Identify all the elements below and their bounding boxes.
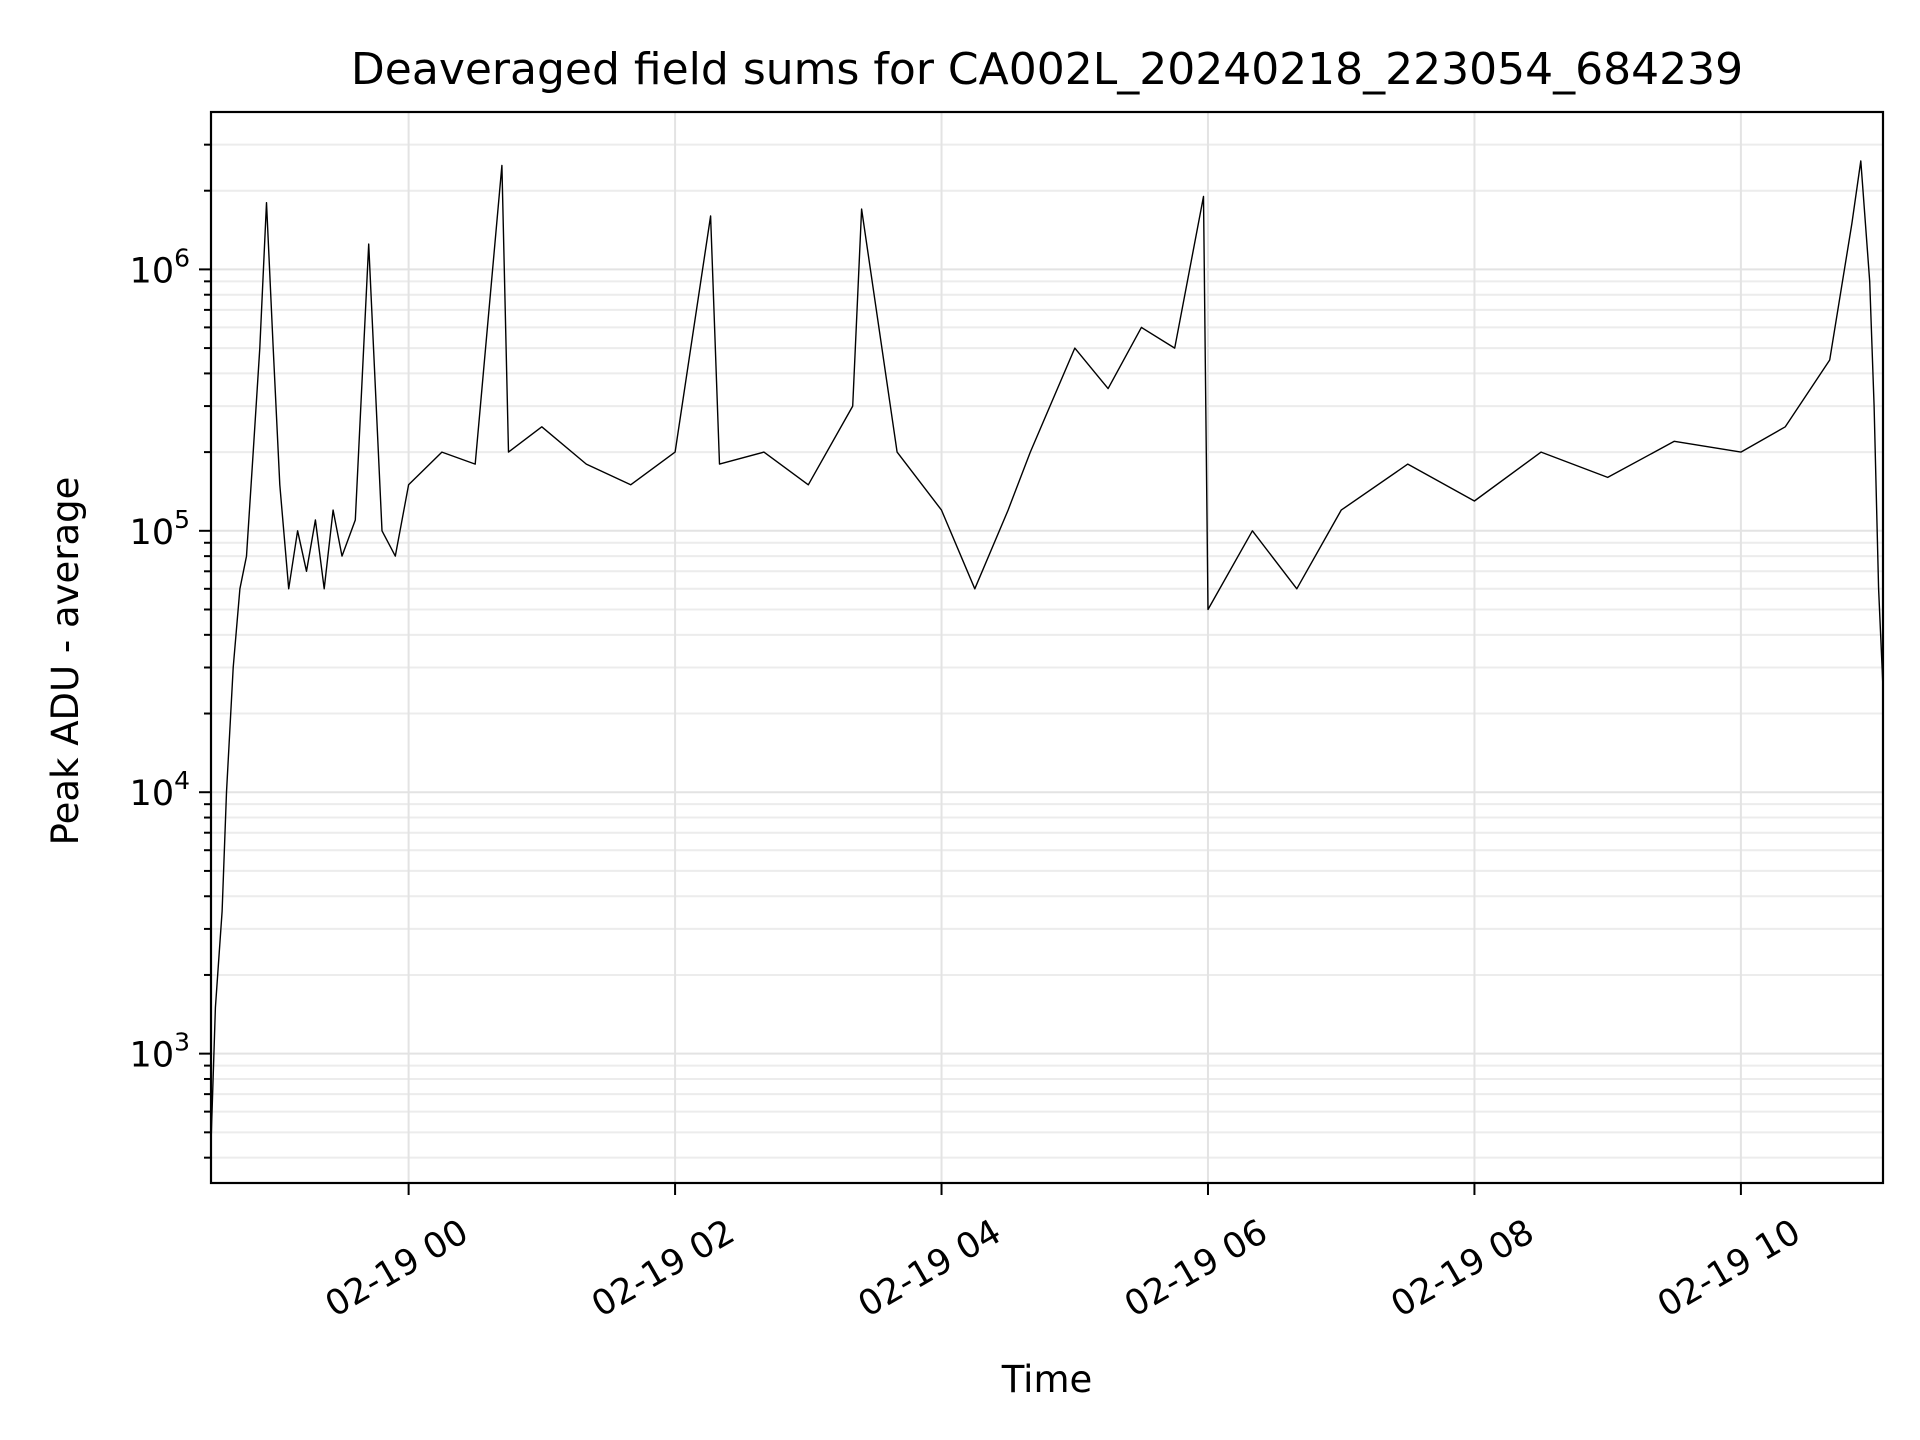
series-layer bbox=[210, 160, 1884, 1145]
y-axis-label: Peak ADU - average bbox=[44, 477, 87, 846]
series-line-0 bbox=[210, 160, 1884, 1145]
y-tick-label: 104 bbox=[130, 766, 190, 814]
grid bbox=[204, 112, 1883, 1183]
y-tick-label: 105 bbox=[130, 505, 190, 553]
chart-title: Deaveraged field sums for CA002L_2024021… bbox=[351, 44, 1743, 95]
plot-frame bbox=[209, 110, 1885, 1185]
y-tick-label: 103 bbox=[130, 1028, 190, 1076]
x-axis-label: Time bbox=[1001, 1358, 1093, 1401]
y-axis: 103 104 105 106 bbox=[130, 243, 211, 1076]
y-tick-label: 106 bbox=[130, 243, 190, 291]
